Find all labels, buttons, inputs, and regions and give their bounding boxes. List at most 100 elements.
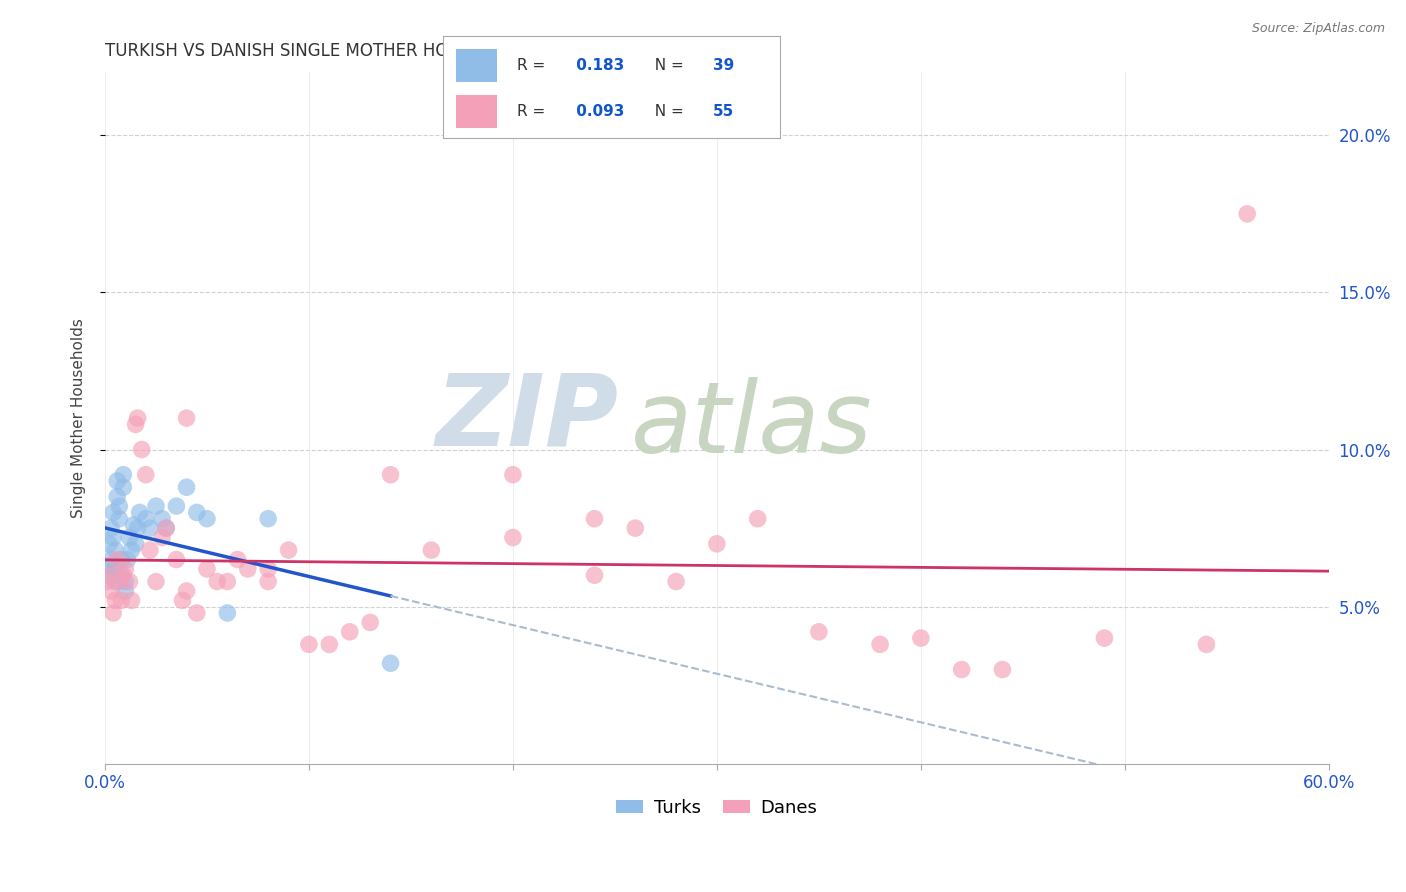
Point: [869, 637, 891, 651]
Point: [195, 562, 218, 576]
Point: [217, 574, 239, 589]
Text: ZIP: ZIP: [436, 369, 619, 467]
Point: [176, 411, 198, 425]
Point: [236, 562, 259, 576]
Point: [131, 442, 153, 457]
Point: [583, 568, 606, 582]
Point: [98, 568, 121, 582]
Text: 39: 39: [713, 58, 734, 73]
Point: [747, 511, 769, 525]
Point: [165, 552, 187, 566]
Point: [624, 521, 647, 535]
Point: [100, 552, 122, 566]
Point: [108, 574, 131, 589]
Legend: Turks, Danes: Turks, Danes: [609, 791, 825, 824]
Point: [96, 574, 118, 589]
Point: [1236, 207, 1258, 221]
Point: [205, 574, 228, 589]
Point: [155, 521, 177, 535]
Point: [112, 480, 135, 494]
Point: [176, 480, 198, 494]
Point: [807, 624, 830, 639]
Point: [124, 537, 146, 551]
Text: atlas: atlas: [631, 376, 873, 474]
Point: [226, 552, 249, 566]
Point: [186, 505, 208, 519]
Point: [128, 505, 150, 519]
Point: [502, 531, 524, 545]
Point: [112, 568, 135, 582]
Point: [110, 593, 132, 607]
Point: [150, 511, 173, 525]
Point: [583, 511, 606, 525]
Point: [101, 505, 124, 519]
Point: [101, 606, 124, 620]
Point: [104, 543, 127, 558]
Point: [118, 531, 141, 545]
Point: [910, 631, 932, 645]
Point: [145, 574, 167, 589]
Point: [135, 467, 157, 482]
Point: [257, 562, 280, 576]
Point: [124, 417, 146, 432]
Point: [104, 574, 127, 589]
Point: [339, 624, 361, 639]
Text: 0.093: 0.093: [571, 104, 624, 120]
Point: [359, 615, 381, 630]
Point: [98, 568, 121, 582]
Point: [110, 568, 132, 582]
Point: [114, 584, 136, 599]
Point: [165, 499, 187, 513]
Text: N =: N =: [645, 104, 689, 120]
Text: R =: R =: [517, 104, 550, 120]
Point: [112, 467, 135, 482]
Point: [176, 584, 198, 599]
Point: [706, 537, 728, 551]
Point: [100, 521, 122, 535]
Point: [121, 593, 143, 607]
Point: [1094, 631, 1116, 645]
Text: 0.183: 0.183: [571, 58, 624, 73]
Point: [121, 543, 143, 558]
Point: [105, 552, 128, 566]
Point: [114, 562, 136, 576]
Point: [118, 574, 141, 589]
Point: [257, 511, 280, 525]
Point: [186, 606, 208, 620]
FancyBboxPatch shape: [457, 49, 496, 82]
Point: [991, 663, 1014, 677]
Text: TURKISH VS DANISH SINGLE MOTHER HOUSEHOLDS CORRELATION CHART: TURKISH VS DANISH SINGLE MOTHER HOUSEHOL…: [105, 42, 724, 60]
Point: [950, 663, 973, 677]
Point: [380, 467, 402, 482]
Point: [135, 511, 157, 525]
Point: [1195, 637, 1218, 651]
Point: [380, 657, 402, 671]
Point: [98, 537, 121, 551]
Point: [127, 411, 149, 425]
Point: [155, 521, 177, 535]
Point: [502, 467, 524, 482]
Text: R =: R =: [517, 58, 550, 73]
Point: [105, 490, 128, 504]
Point: [108, 499, 131, 513]
Point: [96, 558, 118, 573]
Point: [100, 584, 122, 599]
Point: [217, 606, 239, 620]
Point: [145, 499, 167, 513]
Point: [139, 543, 162, 558]
Point: [665, 574, 688, 589]
Point: [122, 518, 145, 533]
Point: [127, 521, 149, 535]
Point: [101, 531, 124, 545]
Point: [104, 562, 127, 576]
Point: [108, 511, 131, 525]
Point: [172, 593, 194, 607]
Point: [195, 511, 218, 525]
Point: [298, 637, 321, 651]
Text: 55: 55: [713, 104, 734, 120]
Point: [150, 531, 173, 545]
Text: N =: N =: [645, 58, 689, 73]
Point: [277, 543, 299, 558]
Point: [110, 552, 132, 566]
Point: [114, 574, 136, 589]
